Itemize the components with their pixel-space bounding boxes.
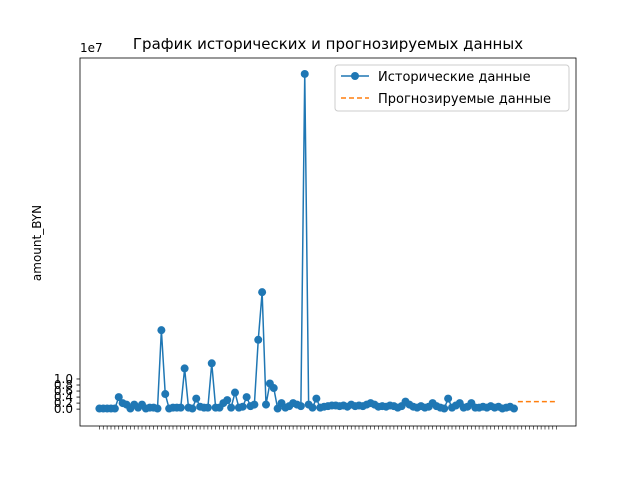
historical-point: [227, 403, 236, 412]
historical-point: [176, 403, 185, 412]
historical-point: [153, 404, 162, 413]
historical-point: [188, 404, 197, 413]
historical-point: [440, 404, 449, 413]
historical-point: [308, 403, 317, 412]
historical-point: [296, 402, 305, 411]
legend-box: [334, 64, 570, 112]
historical-point: [510, 404, 518, 413]
legend: Исторические данные Прогнозируемые данные: [334, 64, 570, 112]
historical-point: [114, 393, 123, 402]
plot-area: 0.00.20.40.60.81.0: [54, 57, 577, 430]
y-tick-label: 0.2: [54, 396, 73, 410]
historical-series-line: [99, 73, 515, 410]
historical-point: [238, 402, 247, 411]
legend-forecast-label: Прогнозируемые данные: [378, 92, 551, 107]
historical-point: [157, 326, 166, 335]
historical-point: [258, 288, 267, 297]
y-tick-label: 0.8: [54, 378, 73, 392]
historical-point: [223, 396, 232, 405]
historical-point: [300, 69, 309, 78]
historical-point: [207, 359, 216, 368]
y-tick-label: 0.4: [54, 390, 73, 404]
y-tick-label: 1.0: [54, 372, 73, 386]
y-axis-label: amount_BYN: [30, 205, 44, 281]
chart-title: График исторических и прогнозируемых дан…: [133, 35, 523, 53]
historical-point: [180, 364, 189, 373]
historical-point: [231, 388, 239, 397]
historical-point: [242, 393, 251, 402]
legend-historical-label: Исторические данные: [378, 70, 531, 85]
historical-point: [110, 404, 119, 413]
historical-point: [444, 394, 453, 403]
y-axis-scale-label: 1e7: [80, 41, 103, 55]
y-tick-label: 0.0: [54, 402, 73, 416]
historical-point: [312, 394, 321, 403]
historical-point: [161, 390, 170, 399]
historical-point: [203, 403, 212, 412]
plot-frame: [79, 57, 577, 427]
legend-historical-marker: [351, 72, 359, 80]
y-tick-label: 0.6: [54, 384, 73, 398]
historical-point: [250, 400, 259, 409]
historical-point: [269, 384, 278, 393]
historical-point: [254, 335, 263, 344]
historical-point: [262, 400, 270, 409]
historical-point: [192, 394, 201, 403]
